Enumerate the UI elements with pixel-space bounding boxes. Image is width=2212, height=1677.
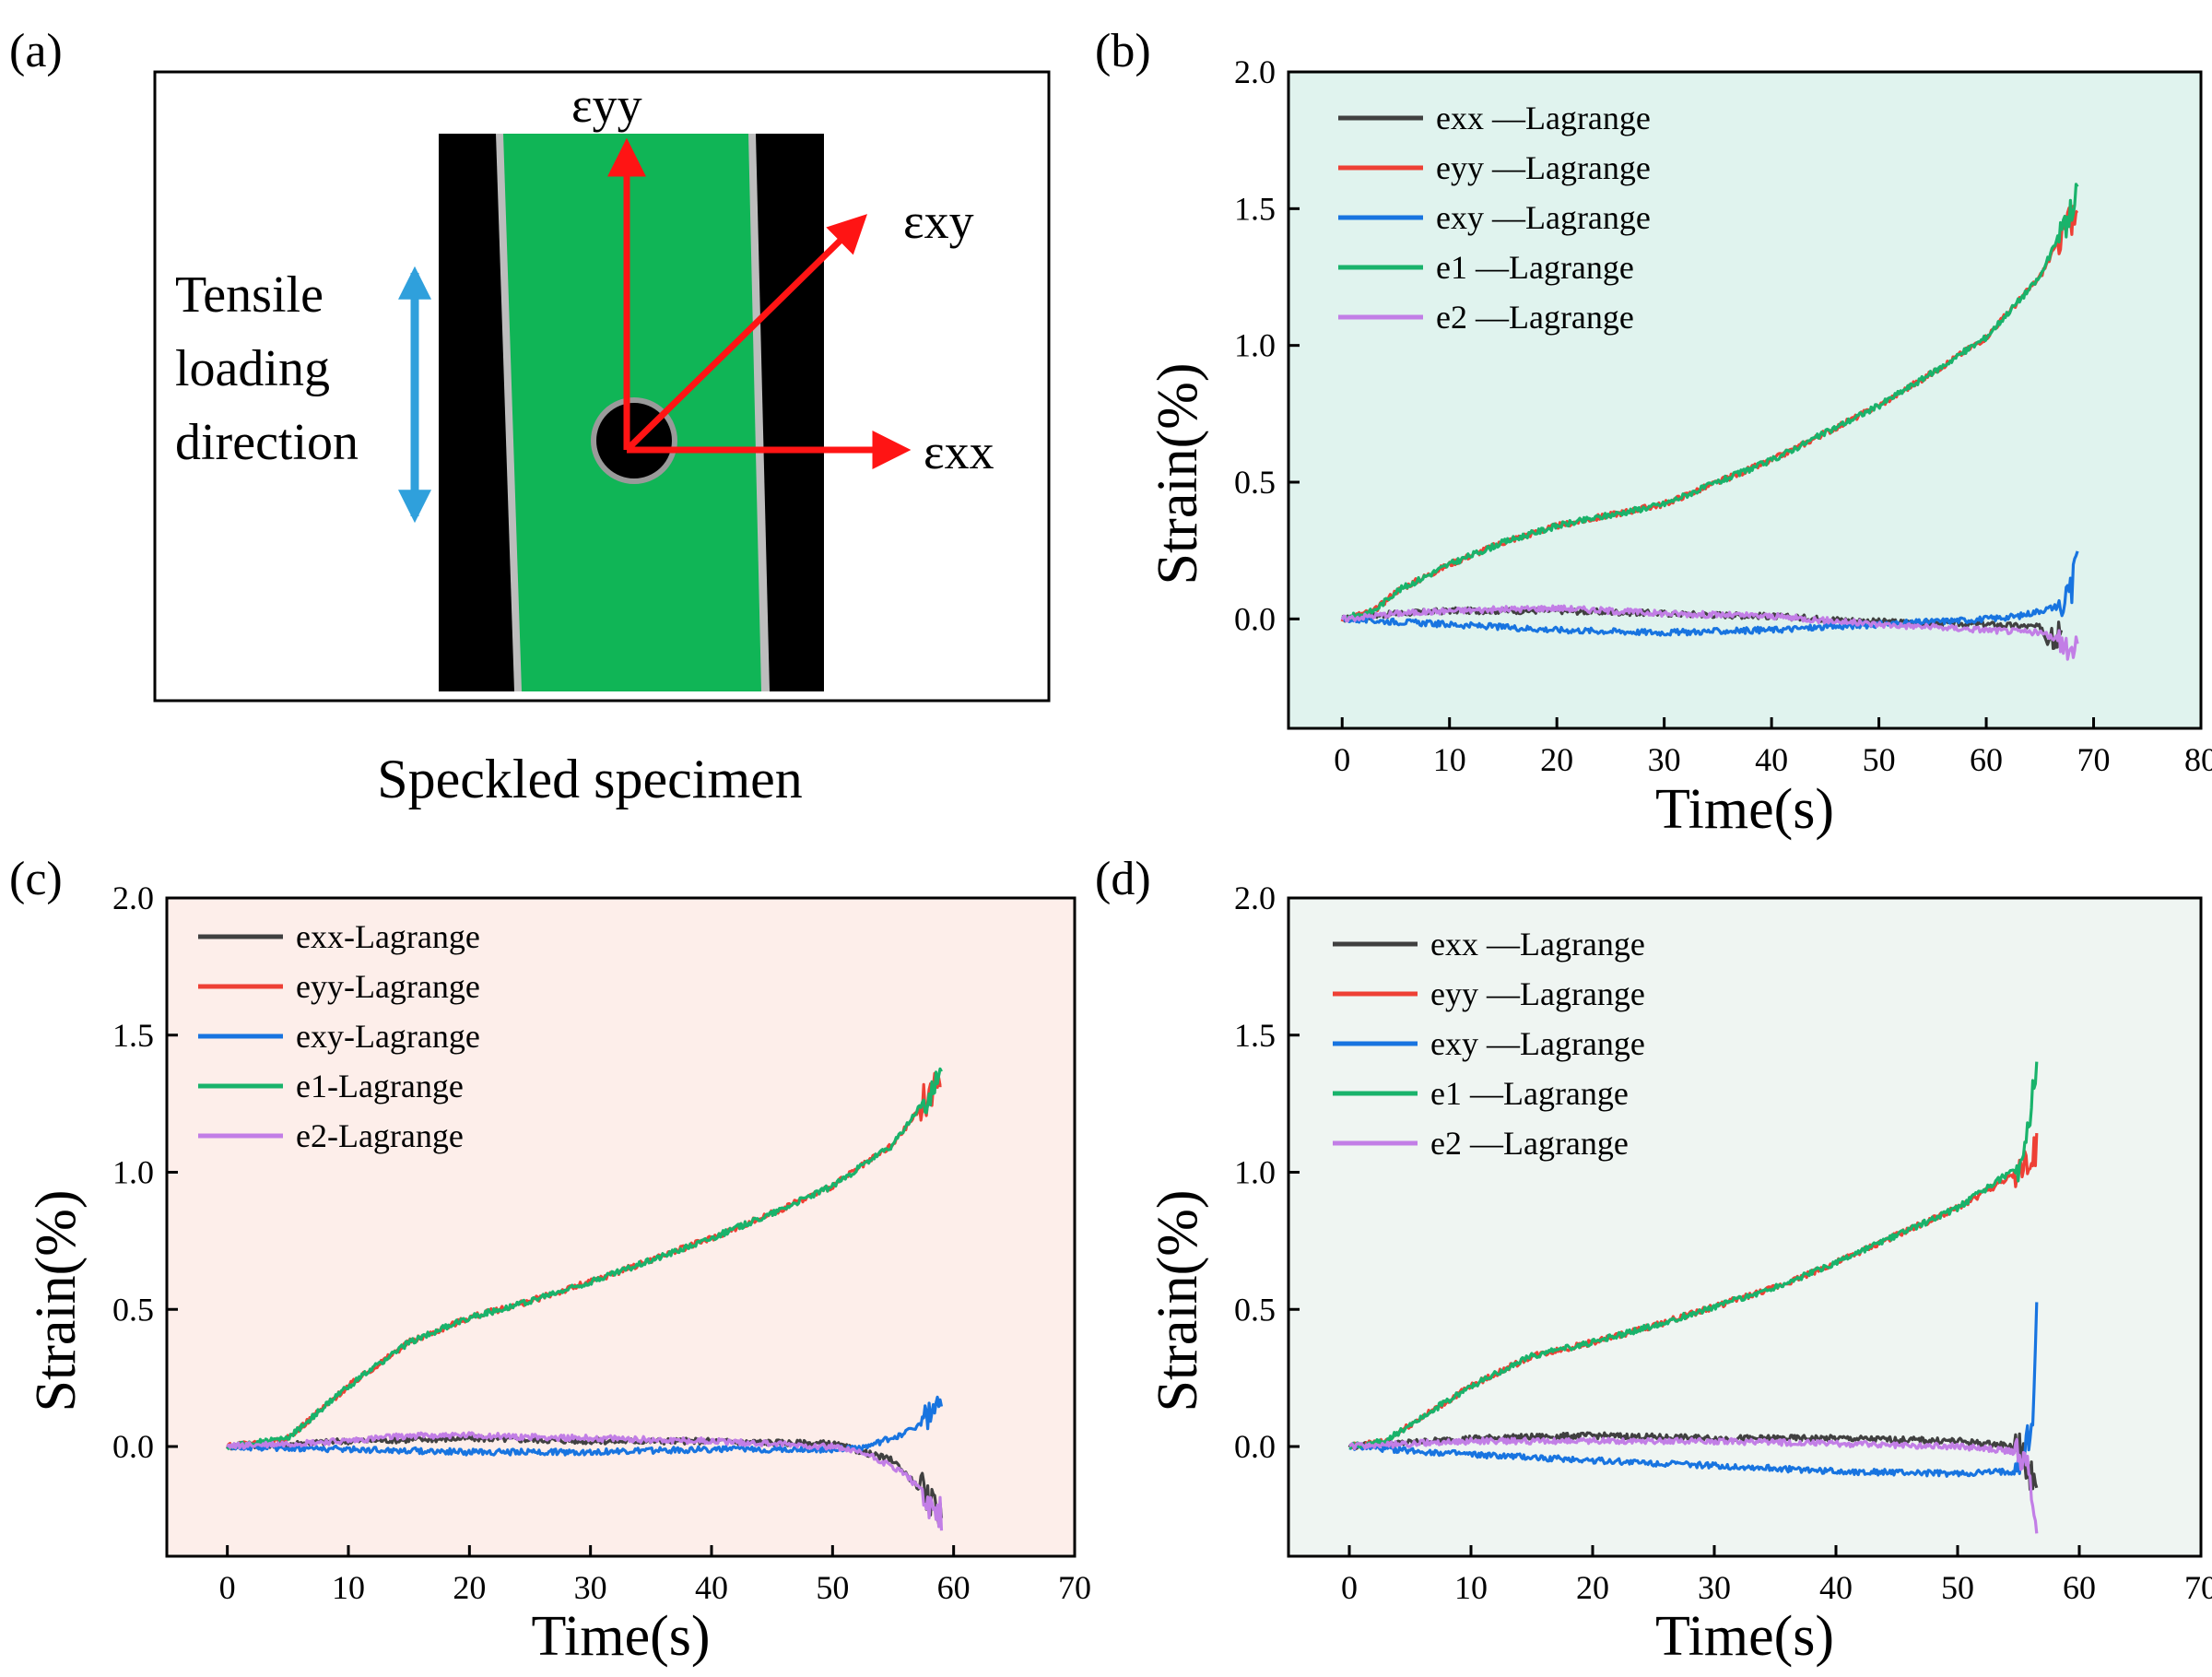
y-tick-label: 0.5 bbox=[1234, 1291, 1276, 1328]
panel-b-label: (b) bbox=[1095, 25, 1151, 77]
x-tick-label: 40 bbox=[1755, 741, 1788, 778]
x-tick-label: 70 bbox=[2184, 1569, 2212, 1606]
chart-b: 0 10 20 30 40 50 60 70 80 0.0 0.5 1.0 1.5 2.0 Time(s) S… bbox=[1147, 53, 2212, 841]
series-e1-line bbox=[1348, 1061, 2039, 1450]
x-axis-label: Time(s) bbox=[1655, 1605, 1834, 1668]
legend-entry-exy: exy —Lagrange bbox=[1430, 1025, 1645, 1062]
series-e2-line bbox=[1348, 1436, 2039, 1534]
x-tick-label: 0 bbox=[1334, 741, 1350, 778]
x-axis-label: Time(s) bbox=[1655, 778, 1834, 841]
x-tick-label: 50 bbox=[816, 1569, 849, 1606]
legend-entry-e2: e2 —Lagrange bbox=[1436, 299, 1634, 336]
legend-entry-e1: e1 —Lagrange bbox=[1430, 1075, 1629, 1112]
y-tick-label: 1.5 bbox=[112, 1017, 154, 1054]
x-tick-label: 30 bbox=[1648, 741, 1681, 778]
y-tick-label: 0.0 bbox=[1234, 1428, 1276, 1465]
y-axis-label: Strain(%) bbox=[1147, 1189, 1209, 1411]
panel-d-label: (d) bbox=[1095, 853, 1151, 905]
x-tick-label: 70 bbox=[1058, 1569, 1091, 1606]
y-tick-label: 1.0 bbox=[1234, 327, 1276, 364]
x-tick-label: 20 bbox=[453, 1569, 486, 1606]
y-tick-label: 0.5 bbox=[1234, 464, 1276, 501]
x-tick-label: 40 bbox=[695, 1569, 728, 1606]
legend-entry-e1: e1-Lagrange bbox=[296, 1068, 464, 1104]
y-tick-label: 1.0 bbox=[112, 1154, 154, 1191]
series-e2-line bbox=[1340, 604, 2079, 661]
exy-label: εxy bbox=[903, 194, 974, 249]
legend-entry-exy: exy —Lagrange bbox=[1436, 199, 1651, 236]
series-exy-line bbox=[227, 1395, 944, 1457]
panel-a-label: (a) bbox=[9, 25, 63, 77]
series-exy-line bbox=[1341, 550, 2079, 637]
y-tick-label: 1.5 bbox=[1234, 1017, 1276, 1054]
legend-entry-eyy: eyy —Lagrange bbox=[1430, 975, 1645, 1012]
x-tick-label: 50 bbox=[1941, 1569, 1974, 1606]
panel-a: (a) εyy εxy εxx Tensile loading directio… bbox=[9, 25, 1051, 809]
y-tick-label: 1.0 bbox=[1234, 1154, 1276, 1191]
y-tick-label: 0.5 bbox=[112, 1291, 154, 1328]
x-tick-label: 10 bbox=[1433, 741, 1466, 778]
exx-label: εxx bbox=[924, 424, 994, 479]
x-tick-label: 30 bbox=[574, 1569, 607, 1606]
legend-entry-e2: e2 —Lagrange bbox=[1430, 1125, 1629, 1162]
y-tick-label: 1.5 bbox=[1234, 190, 1276, 227]
series-e2-line bbox=[226, 1431, 944, 1531]
x-tick-label: 0 bbox=[219, 1569, 236, 1606]
legend-entry-exx: exx —Lagrange bbox=[1430, 926, 1645, 963]
legend-entry-e2: e2-Lagrange bbox=[296, 1117, 464, 1154]
legend-entry-e1: e1 —Lagrange bbox=[1436, 249, 1634, 286]
y-tick-label: 0.0 bbox=[112, 1428, 154, 1465]
x-tick-label: 10 bbox=[332, 1569, 365, 1606]
series-e1-line bbox=[1341, 183, 2079, 621]
eyy-label: εyy bbox=[571, 77, 642, 133]
x-tick-label: 20 bbox=[1576, 1569, 1609, 1606]
x-tick-label: 0 bbox=[1341, 1569, 1358, 1606]
legend-entry-eyy: eyy —Lagrange bbox=[1436, 149, 1651, 186]
legend-entry-exx: exx —Lagrange bbox=[1436, 100, 1651, 136]
series-exy-line bbox=[1348, 1302, 2039, 1478]
x-tick-label: 70 bbox=[2077, 741, 2111, 778]
x-axis-label: Time(s) bbox=[531, 1605, 710, 1668]
loading-label-line2: loading bbox=[175, 340, 330, 397]
chart-c: 0 10 20 30 40 50 60 70 0.0 0.5 1.0 1.5 2.0 Time(s) Str… bbox=[25, 880, 1091, 1668]
x-tick-label: 30 bbox=[1698, 1569, 1731, 1606]
plot-background bbox=[1288, 898, 2201, 1556]
y-tick-label: 2.0 bbox=[1234, 880, 1276, 916]
chart-d: 0 10 20 30 40 50 60 70 0.0 0.5 1.0 1.5 2.0 Time(s) Str… bbox=[1147, 880, 2212, 1668]
y-tick-label: 0.0 bbox=[1234, 600, 1276, 637]
series-e1-line bbox=[226, 1067, 943, 1451]
y-tick-label: 2.0 bbox=[1234, 53, 1276, 90]
x-tick-label: 60 bbox=[1970, 741, 2003, 778]
exy-arrow bbox=[624, 214, 867, 453]
loading-label-line1: Tensile bbox=[175, 266, 324, 324]
legend-entry-exy: exy-Lagrange bbox=[296, 1018, 480, 1055]
specimen-caption: Speckled specimen bbox=[377, 749, 803, 809]
plot-frame bbox=[1287, 70, 2203, 730]
y-axis-label: Strain(%) bbox=[25, 1189, 88, 1411]
x-tick-label: 80 bbox=[2184, 741, 2212, 778]
legend-entry-eyy: eyy-Lagrange bbox=[296, 968, 480, 1005]
x-tick-label: 60 bbox=[2063, 1569, 2096, 1606]
x-tick-label: 50 bbox=[1863, 741, 1896, 778]
plot-frame bbox=[1287, 896, 2203, 1558]
plot-frame bbox=[165, 896, 1077, 1558]
loading-label-line3: direction bbox=[175, 414, 359, 471]
y-axis-label: Strain(%) bbox=[1147, 362, 1209, 585]
x-tick-label: 60 bbox=[937, 1569, 971, 1606]
legend-entry-exx: exx-Lagrange bbox=[296, 918, 480, 955]
x-tick-label: 40 bbox=[1819, 1569, 1853, 1606]
panel-c-label: (c) bbox=[9, 853, 63, 905]
x-tick-label: 10 bbox=[1454, 1569, 1488, 1606]
x-tick-label: 20 bbox=[1540, 741, 1573, 778]
y-tick-label: 2.0 bbox=[112, 880, 154, 916]
